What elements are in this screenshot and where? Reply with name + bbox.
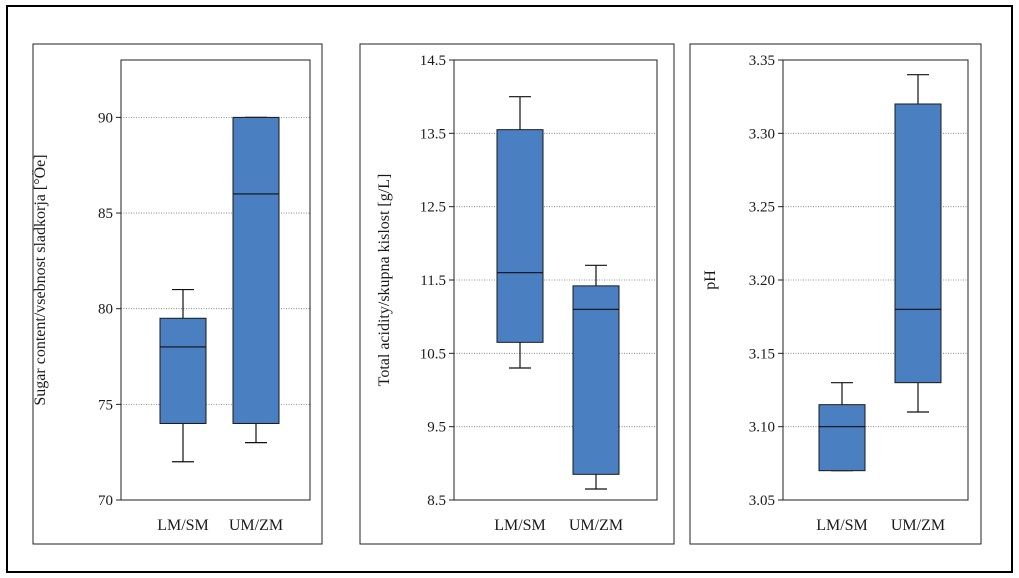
x-category-label: LM/SM: [816, 517, 868, 534]
y-tick-label: 75: [98, 397, 113, 413]
x-category-label: LM/SM: [157, 517, 209, 534]
y-tick-label: 3.10: [749, 420, 775, 436]
box-lm-sm: [496, 96, 544, 369]
y-tick-label: 10.5: [420, 346, 446, 362]
y-tick-label: 14.5: [420, 53, 446, 69]
y-tick-label: 3.15: [749, 346, 775, 362]
chart-panel-1: 70 75 80 85 90 Sugar content/vsebnost sladkor…: [31, 43, 323, 545]
y-tick-label: 70: [98, 493, 113, 509]
y-tick-label: 9.5: [427, 420, 446, 436]
y-tick-label: 3.25: [749, 200, 775, 216]
y-axis-label: Total acidity/skupna kislost [g/L]: [376, 174, 393, 387]
chart-panel-2: 8.5 9.5 10.5 11.5 12.5 13.5 14.5 Total acidity/…: [359, 43, 675, 545]
iqr-box: [232, 116, 280, 424]
iqr-box: [572, 285, 620, 475]
y-tick-label: 11.5: [420, 273, 446, 289]
box-um-zm: [572, 264, 620, 490]
y-tick-label: 3.35: [749, 53, 775, 69]
y-tick-label: 85: [98, 206, 113, 222]
box-um-zm: [232, 116, 280, 444]
y-tick-label: 90: [98, 110, 113, 126]
iqr-box: [894, 103, 942, 384]
iqr-box: [818, 404, 866, 472]
x-category-label: UM/ZM: [891, 517, 945, 534]
y-tick-label: 3.20: [749, 273, 775, 289]
y-tick-label: 3.05: [749, 493, 775, 509]
plot-area: [120, 59, 311, 501]
x-category-label: LM/SM: [494, 517, 546, 534]
box-um-zm: [894, 74, 942, 413]
x-category-label: UM/ZM: [229, 517, 283, 534]
iqr-box: [496, 129, 544, 343]
y-axis-label: Sugar content/vsebnost sladkorja [°Öe]: [31, 154, 49, 405]
y-tick-label: 3.30: [749, 126, 775, 142]
y-tick-label: 12.5: [420, 200, 446, 216]
iqr-box: [159, 317, 207, 424]
y-tick-label: 13.5: [420, 126, 446, 142]
box-lm-sm: [159, 288, 207, 463]
y-tick-label: 8.5: [427, 493, 446, 509]
chart-panel-3: 3.05 3.10 3.15 3.20 3.25 3.30 3.35 pH LM/SM UM/ZM: [689, 43, 982, 545]
x-category-label: UM/ZM: [569, 517, 623, 534]
y-tick-label: 80: [98, 302, 113, 318]
box-lm-sm: [818, 382, 866, 472]
y-axis-label: pH: [702, 270, 719, 290]
